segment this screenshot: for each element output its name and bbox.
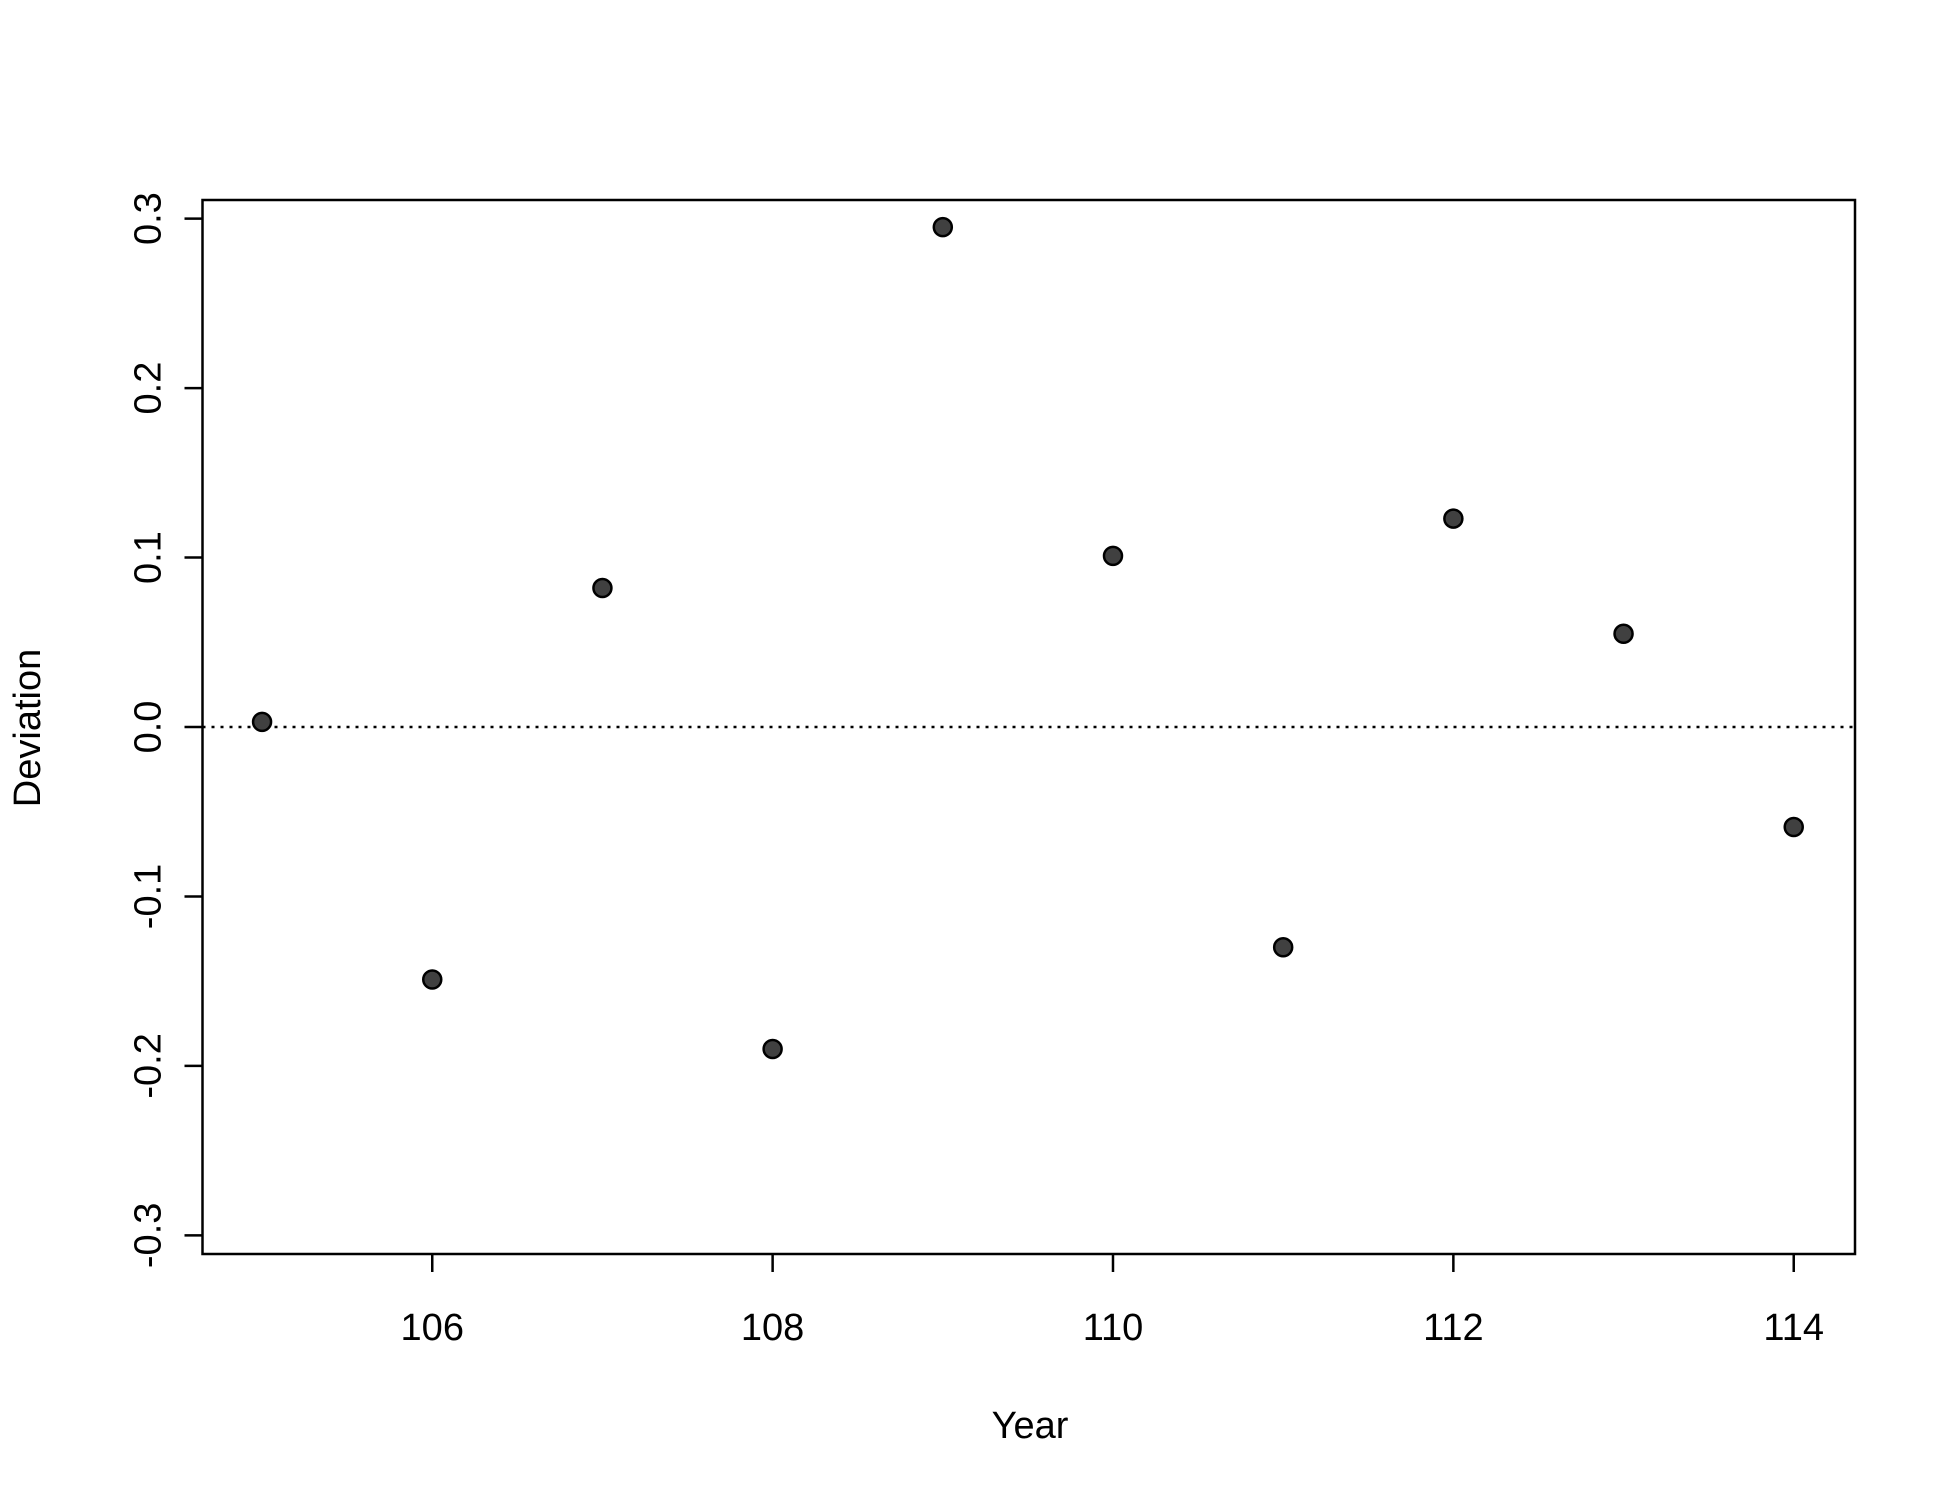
point [1613, 623, 1634, 645]
point [1443, 508, 1464, 529]
x-axis-label: Year [992, 1405, 1069, 1447]
y-tick-label: 0.3 [128, 192, 170, 245]
point [932, 216, 954, 238]
y-tick-label: -0.1 [128, 864, 170, 929]
y-axis-label: Deviation [7, 649, 49, 807]
point [422, 969, 443, 990]
point [762, 1038, 783, 1060]
point [1272, 937, 1294, 958]
x-tick-label: 106 [401, 1307, 464, 1349]
y-tick-label: -0.3 [128, 1203, 170, 1268]
point [251, 711, 273, 733]
x-tick-label: 108 [741, 1307, 804, 1349]
point [592, 577, 613, 599]
point [1783, 816, 1804, 838]
y-tick-label: -0.2 [128, 1033, 170, 1098]
x-tick-label: 112 [1423, 1307, 1484, 1349]
y-tick-label: 0.1 [128, 531, 170, 584]
x-tick-label: 114 [1763, 1307, 1824, 1349]
point [1102, 545, 1124, 567]
x-tick-label: 110 [1083, 1307, 1144, 1349]
y-tick-label: 0.2 [128, 362, 170, 415]
y-tick-label: 0.0 [128, 701, 170, 754]
